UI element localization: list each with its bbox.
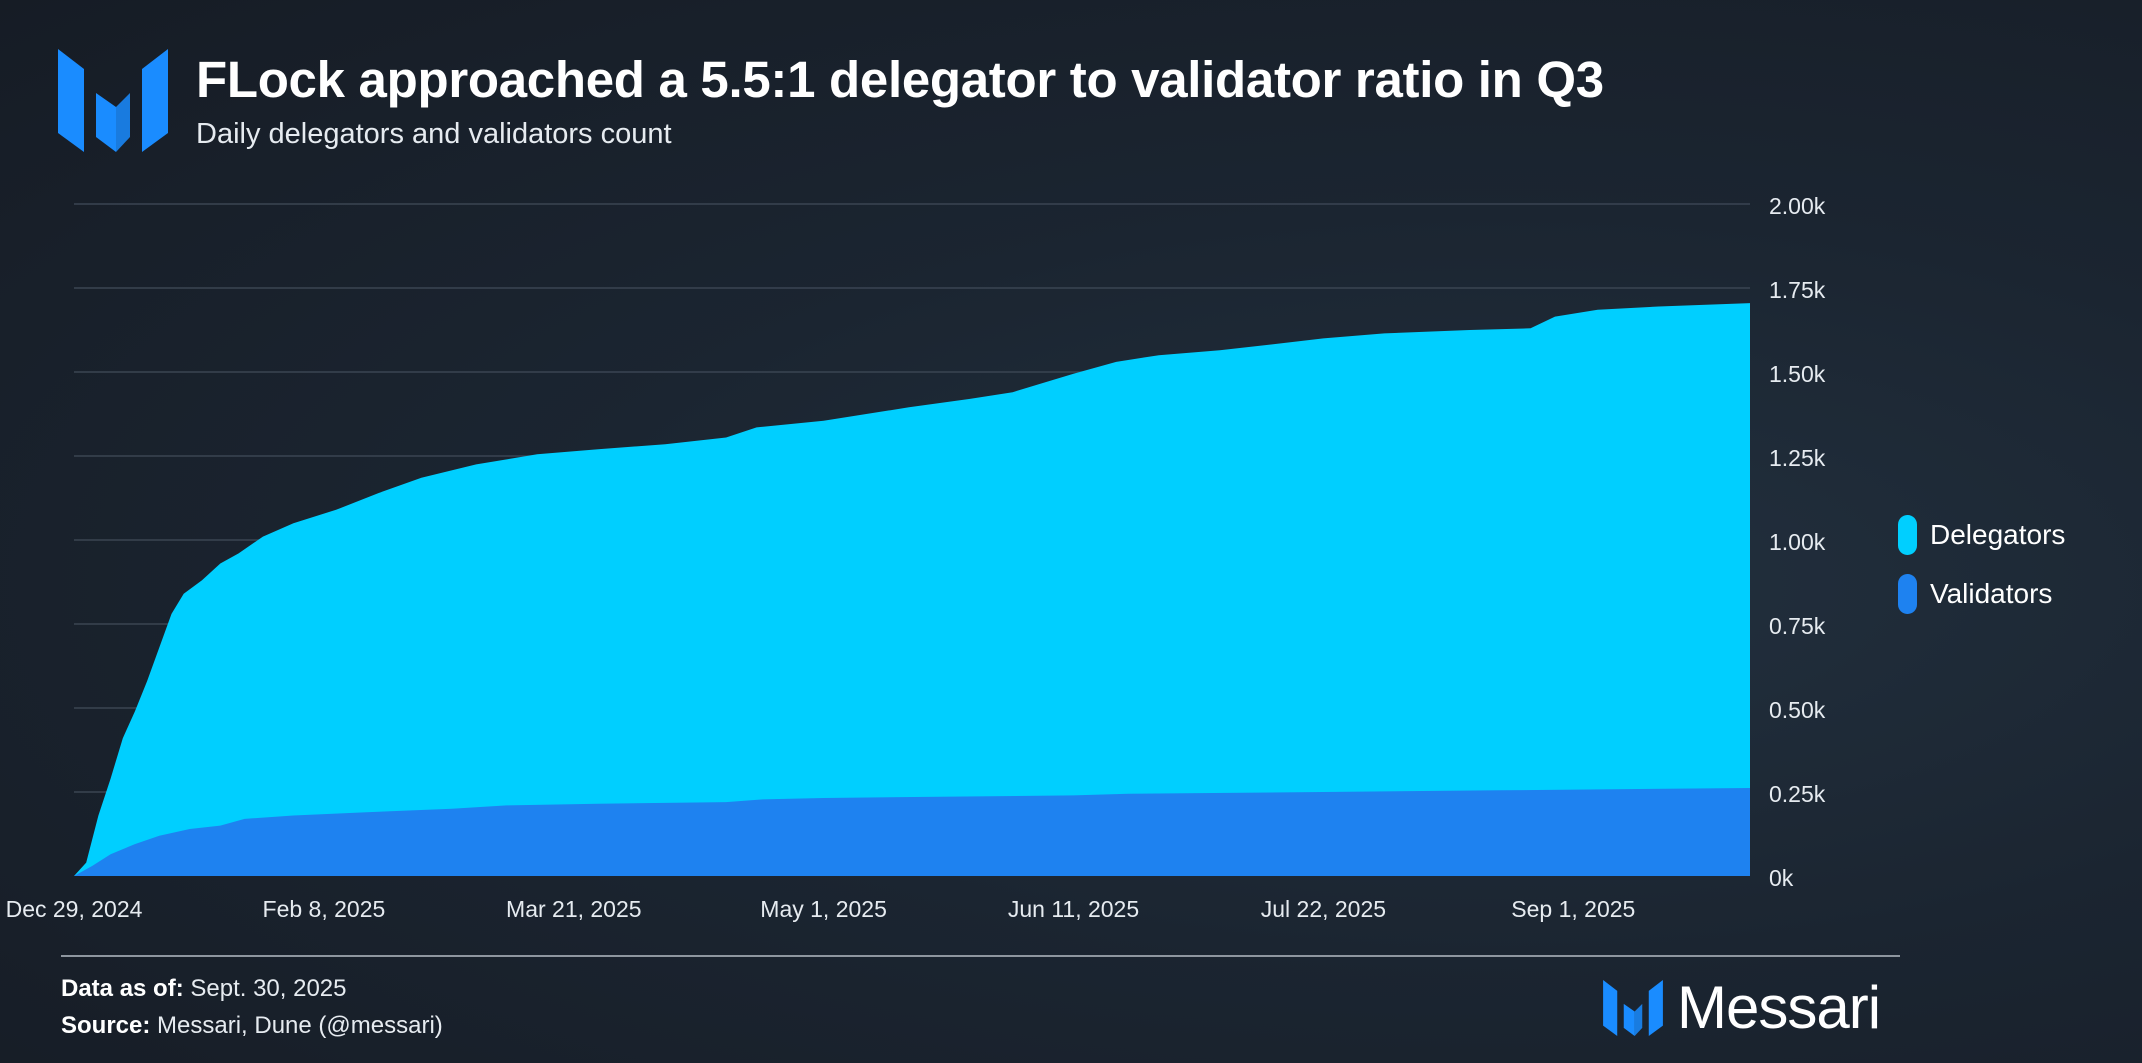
legend-item-delegators[interactable]: Delegators — [1898, 515, 2065, 555]
x-tick-label: May 1, 2025 — [760, 896, 887, 922]
series-area-validators — [74, 788, 1750, 876]
legend-item-validators[interactable]: Validators — [1898, 574, 2065, 614]
legend-swatch-validators — [1898, 574, 1917, 614]
y-tick-label: 0.50k — [1769, 697, 1826, 723]
y-tick-label: 0.25k — [1769, 781, 1826, 807]
y-axis-ticks: 0k 0.25k 0.50k 0.75k 1.00k 1.25k 1.50k 1.75k 2.0… — [1769, 193, 1826, 891]
x-tick-label: Jul 22, 2025 — [1261, 896, 1386, 922]
page-title: FLock approached a 5.5:1 delegator to va… — [196, 51, 1604, 108]
x-tick-label: Jun 11, 2025 — [1008, 896, 1139, 922]
series-area-delegators — [74, 303, 1750, 877]
legend-label-delegators: Delegators — [1930, 519, 2066, 550]
source-value: Messari, Dune (@messari) — [150, 1012, 443, 1039]
x-tick-label: Mar 21, 2025 — [506, 896, 642, 922]
data-as-of: Data as of: Sept. 30, 2025 — [61, 975, 347, 1003]
source-note: Source: Messari, Dune (@messari) — [61, 1012, 443, 1040]
messari-brand-icon — [1603, 979, 1663, 1036]
x-axis-ticks: Dec 29, 2024 Feb 8, 2025 Mar 21, 2025 May 1… — [6, 896, 1636, 922]
data-as-of-label: Data as of: — [61, 975, 184, 1002]
y-tick-label: 1.00k — [1769, 529, 1826, 555]
y-tick-label: 2.00k — [1769, 193, 1826, 219]
x-tick-label: Dec 29, 2024 — [6, 896, 143, 922]
data-as-of-value: Sept. 30, 2025 — [183, 975, 347, 1002]
chart-legend: Delegators Validators — [1898, 515, 2065, 633]
y-tick-label: 0.75k — [1769, 613, 1826, 639]
legend-label-validators: Validators — [1930, 578, 2053, 609]
y-tick-label: 1.25k — [1769, 445, 1826, 471]
y-tick-label: 1.50k — [1769, 361, 1826, 387]
x-tick-label: Sep 1, 2025 — [1511, 896, 1635, 922]
legend-swatch-delegators — [1898, 515, 1917, 555]
messari-logo-icon — [58, 49, 168, 152]
series-areas — [74, 303, 1750, 877]
footer-divider — [61, 955, 1900, 957]
brand-logo: Messari — [1603, 973, 1881, 1042]
y-tick-label: 1.75k — [1769, 277, 1826, 303]
x-tick-label: Feb 8, 2025 — [263, 896, 386, 922]
brand-name: Messari — [1677, 974, 1881, 1041]
y-tick-label: 0k — [1769, 865, 1794, 891]
page-subtitle: Daily delegators and validators count — [196, 118, 672, 150]
source-label: Source: — [61, 1012, 151, 1039]
